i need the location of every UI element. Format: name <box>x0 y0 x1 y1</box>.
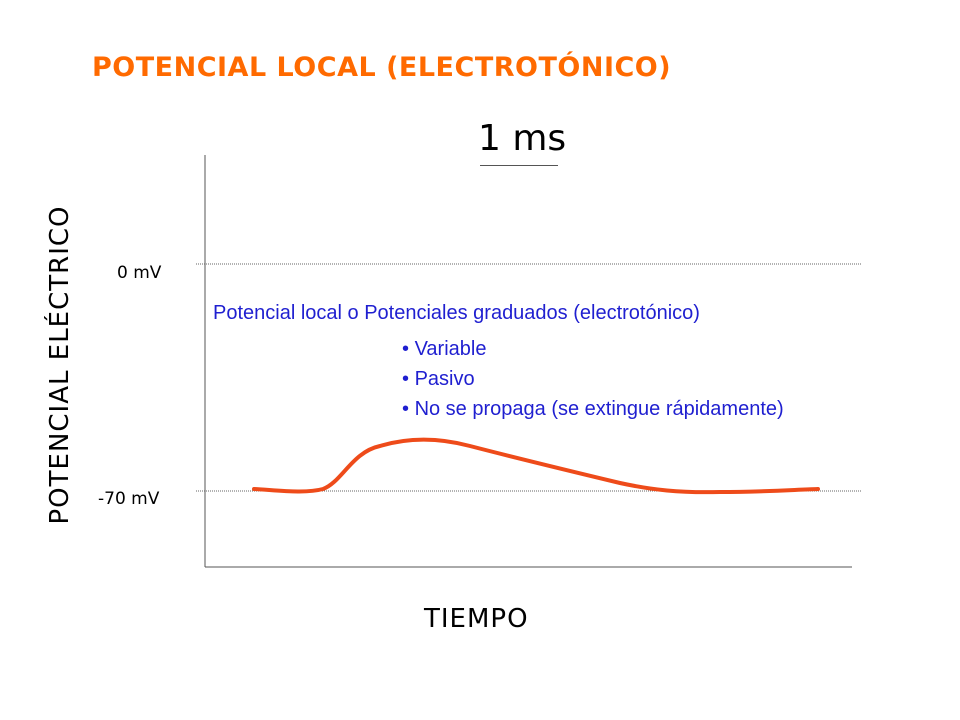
time-scale-bar <box>480 165 558 166</box>
x-axis-label: TIEMPO <box>424 604 529 634</box>
list-item: No se propaga (se extingue rápidamente) <box>402 394 784 424</box>
list-item: Variable <box>402 334 784 364</box>
tick-minus70mv: -70 mV <box>98 489 160 509</box>
local-potential-curve <box>252 437 820 495</box>
annotation-list: Variable Pasivo No se propaga (se exting… <box>402 334 784 424</box>
time-scale-label: 1 ms <box>478 118 567 159</box>
annotation-title: Potencial local o Potenciales graduados … <box>213 302 700 324</box>
slide-title: POTENCIAL LOCAL (ELECTROTÓNICO) <box>92 52 672 83</box>
tick-0mv: 0 mV <box>117 263 162 283</box>
list-item: Pasivo <box>402 364 784 394</box>
